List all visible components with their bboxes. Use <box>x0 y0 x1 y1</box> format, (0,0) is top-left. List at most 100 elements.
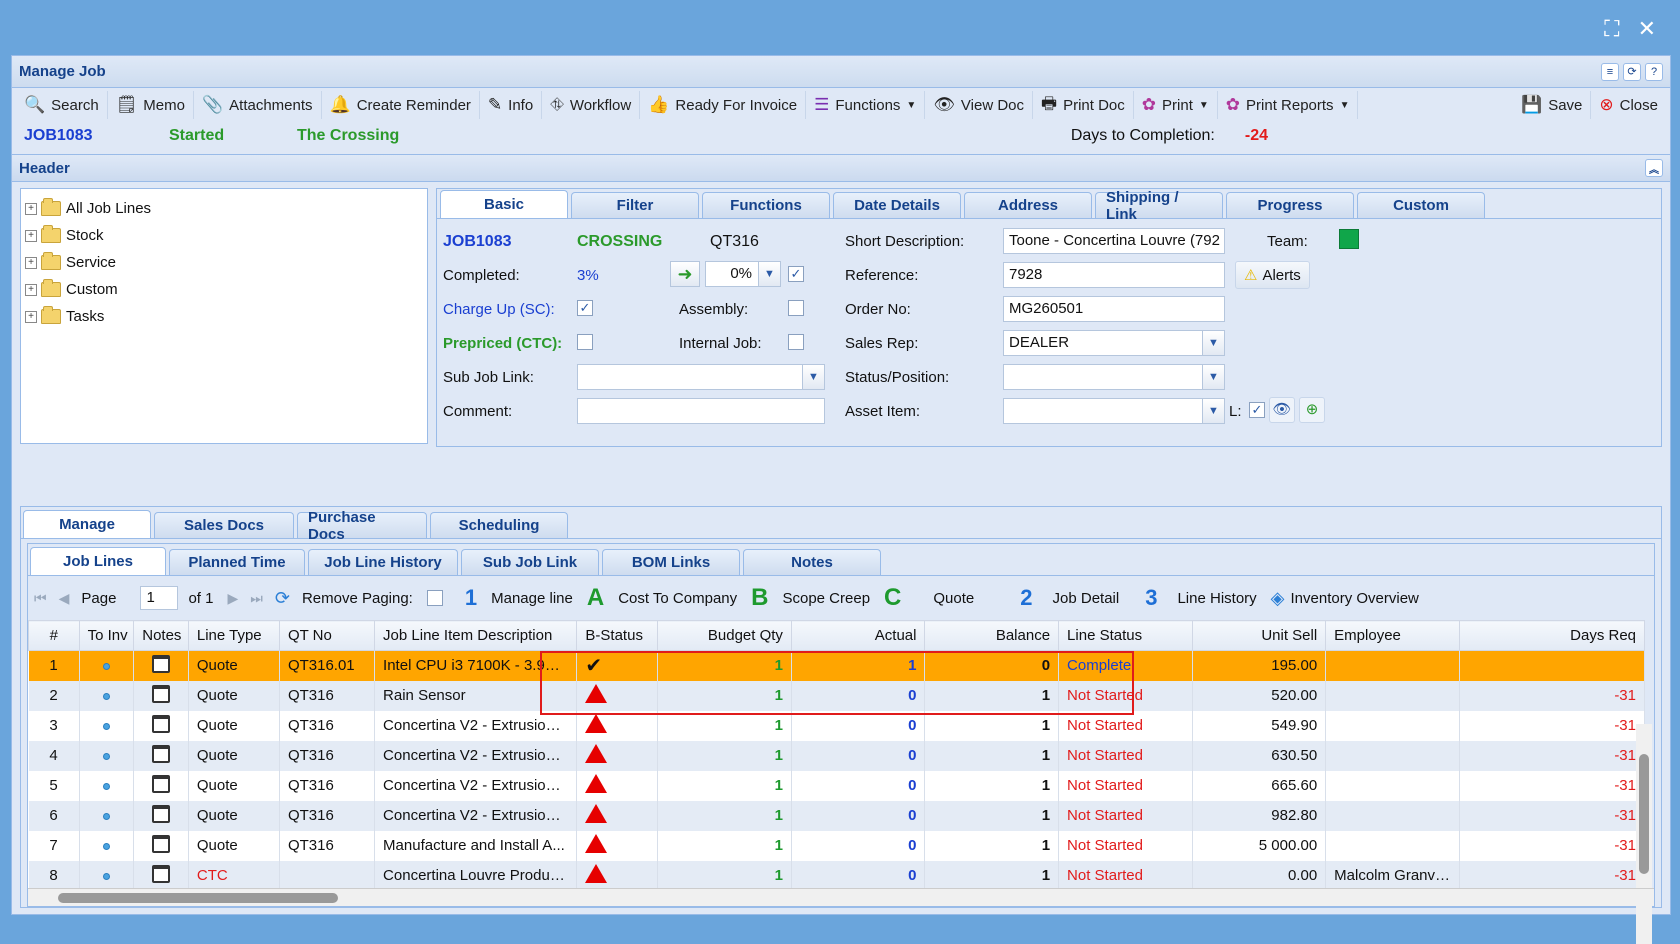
tab-custom[interactable]: Custom <box>1357 192 1485 218</box>
print-doc-button[interactable]: 🖶 Print Doc <box>1033 91 1134 119</box>
notes-icon[interactable] <box>152 864 171 883</box>
table-row[interactable]: 4 Quote QT316 Concertina V2 - Extrusion ...… <box>28 740 1646 771</box>
functions-button[interactable]: ☰ Functions ▼ <box>806 91 926 119</box>
quote-button[interactable]: C Quote <box>884 584 975 611</box>
column-header-line-type[interactable]: Line Type <box>187 620 280 651</box>
to-invoice-dot-icon[interactable] <box>102 693 110 700</box>
column-header-to-inv[interactable]: To Inv <box>78 620 135 651</box>
close-window-icon[interactable]: ✕ <box>1637 16 1656 41</box>
help-icon[interactable]: ? <box>1645 62 1663 81</box>
collapse-up-icon[interactable]: ︽ <box>1645 159 1663 177</box>
prev-page-icon[interactable]: ◀ <box>58 589 70 606</box>
column-header-budget-qty[interactable]: Budget Qty <box>657 620 792 651</box>
cell-notes[interactable] <box>133 770 189 801</box>
expand-icon[interactable]: + <box>25 256 37 269</box>
table-row[interactable]: 2 Quote QT316 Rain Sensor 1 0 1 Not Started 520.… <box>28 680 1646 711</box>
asset-item-combo[interactable]: ▼ <box>1003 398 1225 424</box>
comment-field[interactable] <box>577 398 825 424</box>
page-input[interactable]: 1 <box>140 586 179 610</box>
tab-notes[interactable]: Notes <box>743 549 881 575</box>
notes-icon[interactable] <box>152 774 171 793</box>
cell-notes[interactable] <box>133 740 189 771</box>
tab-job-lines[interactable]: Job Lines <box>30 547 166 575</box>
internal-job-checkbox[interactable] <box>788 334 804 350</box>
tab-date-details[interactable]: Date Details <box>833 192 961 218</box>
cell-notes[interactable] <box>133 710 189 741</box>
cell-to-inv[interactable] <box>79 830 135 861</box>
ready-for-invoice-button[interactable]: 👍 Ready For Invoice <box>640 91 807 119</box>
cell-to-inv[interactable] <box>79 650 135 681</box>
column-header-line-status[interactable]: Line Status <box>1058 620 1193 651</box>
status-position-combo[interactable]: ▼ <box>1003 364 1225 390</box>
attachments-button[interactable]: 📎 Attachments <box>194 91 322 119</box>
refresh-grid-icon[interactable]: ⟳ <box>274 587 290 608</box>
search-button[interactable]: 🔍 Search <box>16 91 108 119</box>
notes-icon[interactable] <box>152 714 171 733</box>
expand-icon[interactable]: + <box>25 310 37 323</box>
last-page-icon[interactable]: ⏭ <box>250 589 263 606</box>
table-row[interactable]: 3 Quote QT316 Concertina V2 - Extrusion ...… <box>28 710 1646 741</box>
tree-item-service[interactable]: + Service <box>25 249 423 276</box>
tab-sales-docs[interactable]: Sales Docs <box>154 512 294 538</box>
expand-icon[interactable]: + <box>25 283 37 296</box>
tab-manage[interactable]: Manage <box>23 510 151 538</box>
cell-to-inv[interactable] <box>79 710 135 741</box>
cell-notes[interactable] <box>133 860 189 891</box>
tab-functions[interactable]: Functions <box>702 192 830 218</box>
alerts-button[interactable]: ⚠ Alerts <box>1235 261 1310 289</box>
tree-item-all-job-lines[interactable]: + All Job Lines <box>25 195 423 222</box>
percent-checkbox[interactable]: ✓ <box>788 266 804 282</box>
print-reports-button[interactable]: ✿ Print Reports ▼ <box>1218 91 1359 119</box>
column-header-balance[interactable]: Balance <box>924 620 1060 651</box>
tab-job-line-history[interactable]: Job Line History <box>308 549 458 575</box>
next-page-icon[interactable]: ▶ <box>227 589 239 606</box>
cell-notes[interactable] <box>133 680 189 711</box>
view-asset-icon[interactable]: 👁 <box>1269 397 1295 423</box>
save-button[interactable]: 💾 Save <box>1513 91 1592 119</box>
tab-planned-time[interactable]: Planned Time <box>169 549 305 575</box>
table-row[interactable]: 1 Quote QT316.01 Intel CPU i3 7100K - 3.9G.… <box>28 650 1646 681</box>
create-reminder-button[interactable]: 🔔 Create Reminder <box>322 91 480 119</box>
tree-item-custom[interactable]: + Custom <box>25 276 423 303</box>
tab-purchase-docs[interactable]: Purchase Docs <box>297 509 427 543</box>
manage-line-button[interactable]: 1 Manage line <box>464 585 573 610</box>
scope-creep-button[interactable]: B Scope Creep <box>751 584 871 611</box>
reference-field[interactable]: 7928 <box>1003 262 1225 288</box>
job-detail-button[interactable]: 2 Job Detail <box>1020 585 1120 610</box>
table-row[interactable]: 5 Quote QT316 Concertina V2 - Extrusion ...… <box>28 770 1646 801</box>
assembly-checkbox[interactable] <box>788 300 804 316</box>
table-row[interactable]: 8 CTC Concertina Louvre Product... 1 0 1 Not S… <box>28 860 1646 891</box>
info-button[interactable]: ✎ Info <box>480 91 543 119</box>
notes-icon[interactable] <box>152 684 171 703</box>
column-header-notes[interactable]: Notes <box>133 620 189 651</box>
refresh-icon[interactable]: ⟳ <box>1623 62 1641 81</box>
column-header-employee[interactable]: Employee <box>1325 620 1460 651</box>
cell-notes[interactable] <box>133 830 189 861</box>
to-invoice-dot-icon[interactable] <box>102 813 110 820</box>
to-invoice-dot-icon[interactable] <box>102 663 110 671</box>
table-row[interactable]: 7 Quote QT316 Manufacture and Install A... 1… <box>28 830 1646 861</box>
close-button[interactable]: ⊗ Close <box>1599 95 1658 114</box>
to-invoice-dot-icon[interactable] <box>102 783 110 790</box>
horizontal-scrollbar[interactable] <box>28 888 1654 906</box>
cell-to-inv[interactable] <box>79 770 135 801</box>
cost-to-company-button[interactable]: A Cost To Company <box>586 584 738 611</box>
l-checkbox[interactable]: ✓ <box>1249 402 1265 418</box>
notes-icon[interactable] <box>152 804 171 823</box>
column-header-description[interactable]: Job Line Item Description <box>374 620 578 651</box>
cell-to-inv[interactable] <box>79 680 135 711</box>
short-description-field[interactable]: Toone - Concertina Louvre (792 <box>1003 228 1225 254</box>
line-history-button[interactable]: 3 Line History <box>1145 585 1257 610</box>
list-icon[interactable]: ≡ <box>1601 62 1619 81</box>
chevron-down-icon[interactable]: ▼ <box>1202 331 1224 355</box>
cell-notes[interactable] <box>133 650 189 681</box>
chevron-down-icon[interactable]: ▼ <box>1202 399 1224 423</box>
column-header-b-status[interactable]: B-Status <box>576 620 659 651</box>
cell-to-inv[interactable] <box>79 860 135 891</box>
tab-sub-job-link[interactable]: Sub Job Link <box>461 549 599 575</box>
column-header-unit-sell[interactable]: Unit Sell <box>1191 620 1327 651</box>
table-row[interactable]: 6 Quote QT316 Concertina V2 - Extrusion ...… <box>28 800 1646 831</box>
team-color-swatch[interactable] <box>1339 229 1359 249</box>
column-header-days-req[interactable]: Days Req <box>1458 620 1646 651</box>
vertical-scroll-thumb[interactable] <box>1639 754 1649 874</box>
